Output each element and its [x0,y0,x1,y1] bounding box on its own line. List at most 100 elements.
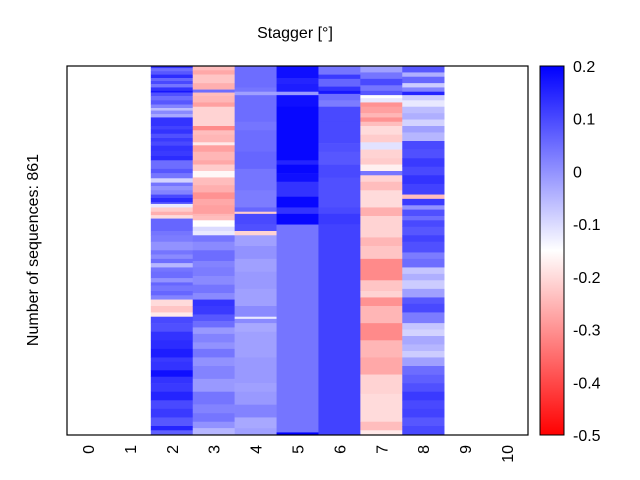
heatmap-cell [234,331,277,358]
heatmap-cell [234,318,277,324]
heatmap-cell [192,241,235,251]
heatmap-cell [402,417,445,427]
heatmap-cell [192,333,235,343]
heatmap-cell [360,228,403,238]
heatmap-cell [360,142,403,150]
colorbar-tick-label: -0.4 [573,375,601,392]
heatmap-cell [360,106,403,114]
heatmap-cell [234,213,277,225]
heatmap-cell [276,173,319,183]
heatmap-cell [192,314,235,322]
x-tick-labels: 0 1 2 3 4 5 6 7 8 9 10 [81,445,517,463]
heatmap-cell [234,258,277,273]
heatmap-cell [318,74,361,80]
heatmap-cell [150,190,194,195]
heatmap-cell [276,95,319,108]
heatmap-cell [192,220,235,228]
heatmap-cell [192,151,235,161]
heatmap-cell [318,100,361,108]
heatmap-cell [192,164,235,172]
heatmap-cell [234,231,277,236]
heatmap-cell [234,323,277,333]
heatmap-cell [402,91,445,96]
heatmap-cell [192,134,235,143]
heatmap-cell [360,158,403,165]
heatmap-cell [234,316,277,320]
heatmap-cell [402,113,445,120]
heatmap-cell [402,226,445,236]
heatmap-cell [276,84,319,93]
heatmap-cell [234,91,277,96]
heatmap-cell [234,95,277,123]
heatmap-cell [150,254,194,260]
heatmap-cell [150,291,194,296]
heatmap-cell [150,282,194,286]
heatmap-cell [402,267,445,275]
heatmap-cell [402,357,445,367]
heatmap-cell [150,361,194,371]
heatmap-cell [150,241,194,251]
heatmap-cell [360,190,403,208]
heatmap-cell [360,95,403,99]
heatmap-cell [150,250,194,255]
heatmap-cell [402,198,445,206]
heatmap-cell [150,186,194,191]
heatmap-cell [192,216,235,221]
heatmap-cell [276,91,319,96]
heatmap-cell [192,357,235,367]
heatmap-cell [192,391,235,405]
heatmap-cell [150,100,194,105]
heatmap-cell [192,226,235,232]
heatmap-cell [402,141,445,150]
heatmap-cell [150,202,194,205]
heatmap-cell [192,89,235,93]
heatmap-cell [318,151,361,165]
heatmap-cell [150,150,194,157]
heatmap-cell [402,323,445,330]
heatmap-cell [234,417,277,429]
heatmap-cell [192,102,235,108]
heatmap-cell [402,366,445,375]
heatmap-cell [150,129,194,135]
heatmap-cell [150,71,194,75]
heatmap-cell [150,145,194,152]
x-tick-label: 3 [207,445,224,454]
x-tick-label: 10 [500,445,517,463]
heatmap-cell [192,306,235,315]
heatmap-cell [150,168,194,174]
heatmap-cell [360,121,403,127]
heatmap-cell [360,374,403,395]
heatmap-cell [318,66,361,75]
heatmap-cell [150,306,194,313]
x-tick-label: 1 [123,445,140,454]
heatmap-cell [150,81,194,85]
colorbar-tick-labels: 0.2 0.1 0 -0.1 -0.2 -0.3 -0.4 -0.5 [573,59,601,445]
heatmap-cell [150,66,194,69]
heatmap-cell [234,121,277,131]
heatmap-cell [360,117,403,123]
heatmap-cell [402,297,445,305]
heatmap-cell [150,312,194,318]
colorbar-tick-label: -0.1 [573,217,601,234]
heatmap-cell [234,130,277,153]
heatmap-cell [150,126,194,130]
heatmap-cell [234,235,277,247]
heatmap-cell [402,194,445,200]
heatmap-cell [150,133,194,139]
heatmap-cell [150,370,194,378]
heatmap-cell [360,280,403,292]
heatmap-cell [192,205,235,215]
heatmap-cell [276,224,319,433]
heatmap-cell [150,160,194,170]
heatmap-cell [234,383,277,393]
heatmap-cell [360,66,403,73]
heatmap-cell [276,181,319,198]
heatmap-cell [402,235,445,243]
heatmap-cell [150,114,194,118]
heatmap-cell [192,177,235,186]
heatmap-cell [360,78,403,86]
heatmap-cell [150,408,194,418]
colorbar-tick-label: -0.3 [573,323,601,340]
heatmap-cell [318,213,361,225]
